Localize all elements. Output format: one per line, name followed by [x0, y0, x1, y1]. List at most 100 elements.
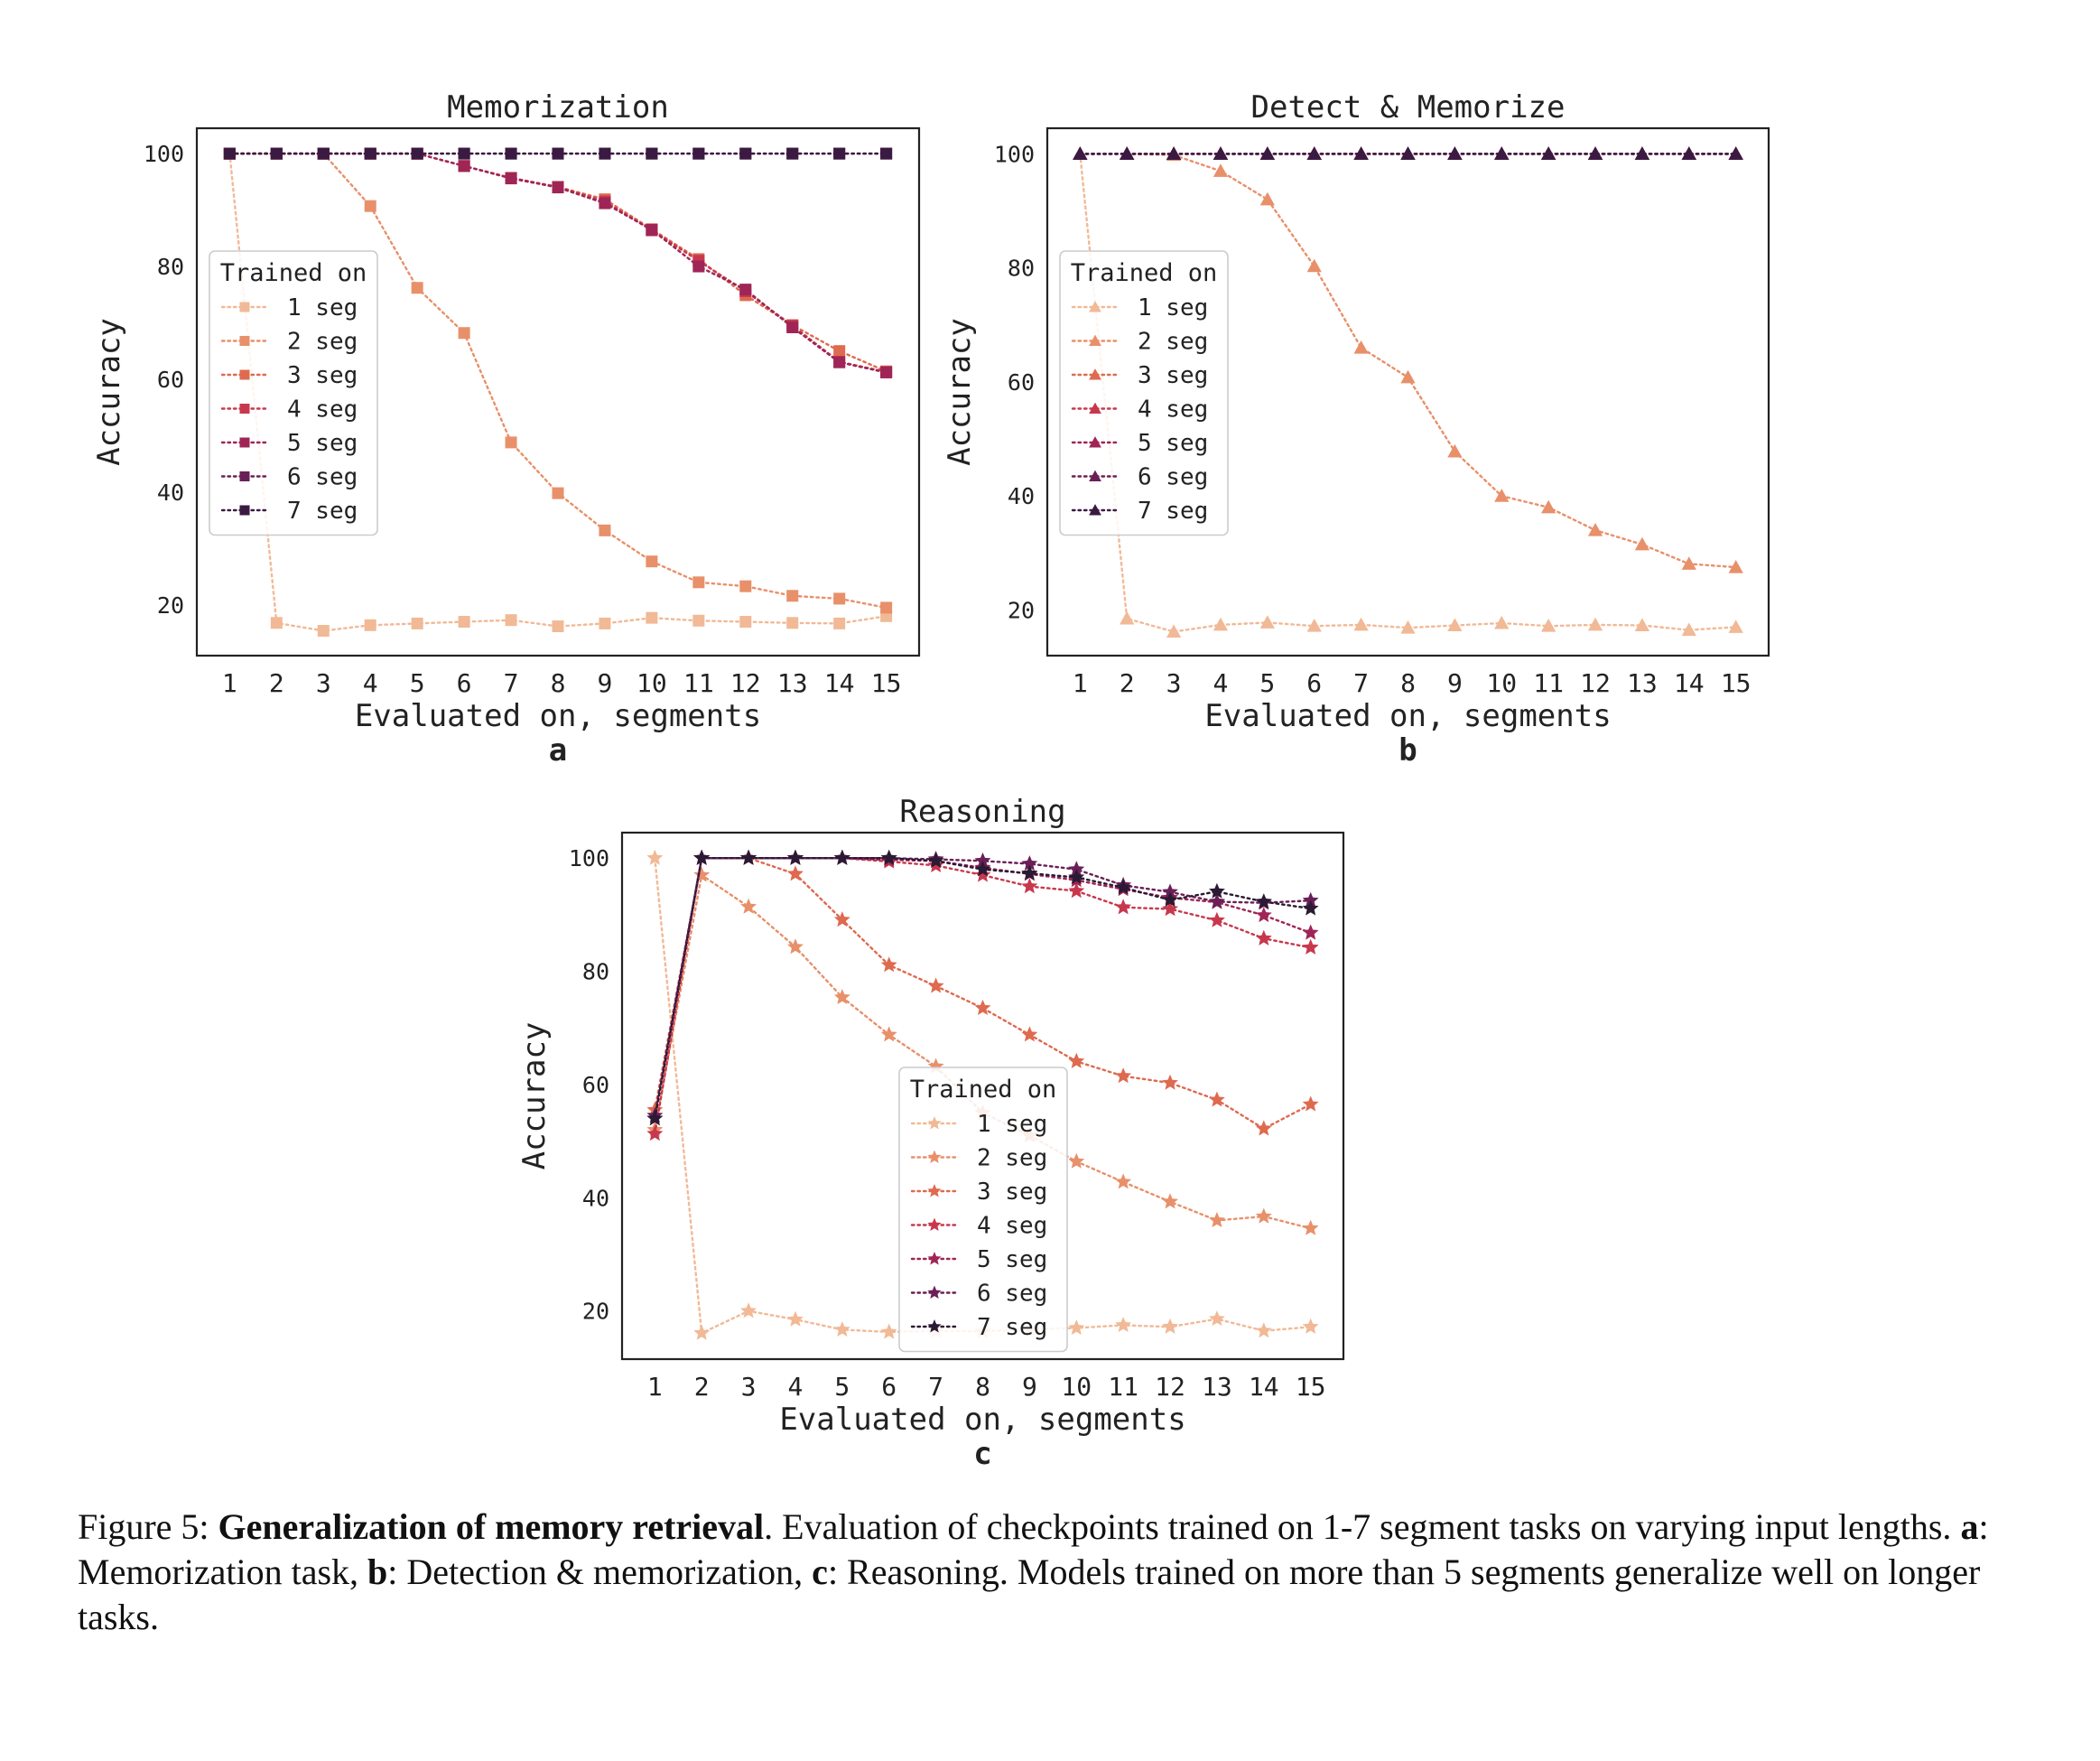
data-point [974, 861, 991, 877]
chart-title: Memorization [447, 89, 669, 126]
legend-title: Trained on [910, 1076, 1057, 1104]
series-7 [223, 147, 893, 160]
data-point [740, 849, 757, 865]
legend-frame [898, 1067, 1068, 1353]
legend-frame [1059, 250, 1229, 536]
x-tick-label: 12 [1155, 1372, 1185, 1402]
x-tick-label: 4 [363, 668, 378, 698]
y-tick-label: 20 [582, 1299, 609, 1325]
x-tick-label: 1 [1073, 668, 1088, 698]
data-point [599, 197, 611, 210]
data-point [223, 147, 236, 160]
data-point [693, 1324, 711, 1340]
y-tick-label: 60 [582, 1072, 609, 1098]
x-tick-label: 3 [1166, 668, 1182, 698]
data-point [317, 147, 330, 160]
data-point [646, 147, 658, 160]
data-point [1115, 879, 1132, 895]
data-point [880, 366, 893, 378]
legend-label: 7 seg [977, 1314, 1047, 1341]
x-tick-label: 4 [1213, 668, 1229, 698]
data-point [458, 616, 470, 629]
data-point [1115, 1173, 1132, 1189]
data-point [787, 849, 804, 865]
data-point [505, 147, 517, 160]
data-point [974, 866, 991, 882]
data-point [880, 601, 893, 614]
data-point [1068, 1319, 1085, 1336]
chart-title: Reasoning [899, 794, 1065, 830]
x-tick-label: 15 [1296, 1372, 1326, 1402]
x-axis-label: Evaluated on, segments [779, 1402, 1185, 1438]
data-point [458, 160, 470, 172]
legend-marker [239, 369, 250, 380]
data-point [1255, 907, 1272, 923]
data-point [1073, 146, 1088, 160]
data-point [833, 147, 846, 160]
data-point [1634, 146, 1650, 160]
data-point [552, 182, 564, 194]
data-point [833, 592, 846, 605]
data-point [1728, 146, 1743, 160]
data-point [1162, 891, 1178, 908]
legend-label: 3 seg [977, 1179, 1047, 1206]
x-tick-label: 9 [1447, 668, 1463, 698]
data-point [1302, 891, 1319, 908]
data-point [1306, 146, 1322, 160]
legend-marker [927, 1217, 942, 1231]
y-axis-label: Accuracy [91, 318, 127, 466]
data-point [505, 436, 517, 449]
data-point [1587, 146, 1603, 160]
data-point [1728, 620, 1743, 633]
data-point [1255, 1120, 1272, 1136]
legend-marker [1089, 334, 1101, 346]
data-point [1302, 1219, 1319, 1235]
panel-letter: c [973, 1436, 991, 1472]
legend: Trained on 1 seg 2 seg 3 seg 4 seg 5 seg 6 seg… [898, 1067, 1068, 1353]
data-point [692, 260, 705, 273]
data-point [1447, 146, 1463, 160]
data-point [1302, 1095, 1319, 1112]
data-point [1120, 610, 1135, 625]
data-point [786, 147, 799, 160]
x-tick-label: 14 [1249, 1372, 1279, 1402]
data-point [1681, 556, 1696, 570]
data-point [692, 147, 705, 160]
legend-marker [1089, 504, 1101, 516]
data-point [364, 619, 376, 631]
legend-label: 1 seg [1138, 294, 1208, 321]
x-tick-label: 2 [269, 668, 284, 698]
data-point [1162, 883, 1178, 899]
data-point [692, 614, 705, 627]
data-point [1447, 443, 1463, 458]
data-point [1302, 924, 1319, 940]
legend: Trained on 1 seg 2 seg 3 seg 4 seg 5 seg 6 seg… [1059, 250, 1229, 536]
legend-label: 5 seg [287, 430, 358, 457]
data-point [880, 1323, 897, 1339]
data-point [1587, 522, 1603, 536]
series-7 [1073, 146, 1743, 160]
x-tick-label: 10 [1061, 1372, 1092, 1402]
legend-label: 2 seg [977, 1145, 1047, 1172]
x-tick-label: 7 [928, 1372, 943, 1402]
caption-label-a: a [1960, 1506, 1979, 1547]
data-point [364, 200, 376, 212]
data-point [1728, 560, 1743, 573]
y-tick-label: 60 [157, 367, 184, 393]
data-point [1209, 1212, 1225, 1227]
legend-marker [927, 1252, 942, 1265]
legend-label: 4 seg [287, 396, 358, 424]
legend-marker [1089, 402, 1101, 414]
y-tick-label: 40 [582, 1185, 609, 1211]
x-tick-label: 11 [1533, 668, 1564, 698]
data-point [880, 849, 897, 865]
data-point [1259, 146, 1275, 160]
x-tick-label: 2 [1120, 668, 1135, 698]
data-point [974, 852, 991, 868]
y-tick-label: 80 [1008, 256, 1035, 282]
data-point [1021, 878, 1038, 894]
x-tick-label: 10 [1486, 668, 1517, 698]
legend-label: 6 seg [287, 464, 358, 491]
x-tick-label: 13 [1202, 1372, 1232, 1402]
